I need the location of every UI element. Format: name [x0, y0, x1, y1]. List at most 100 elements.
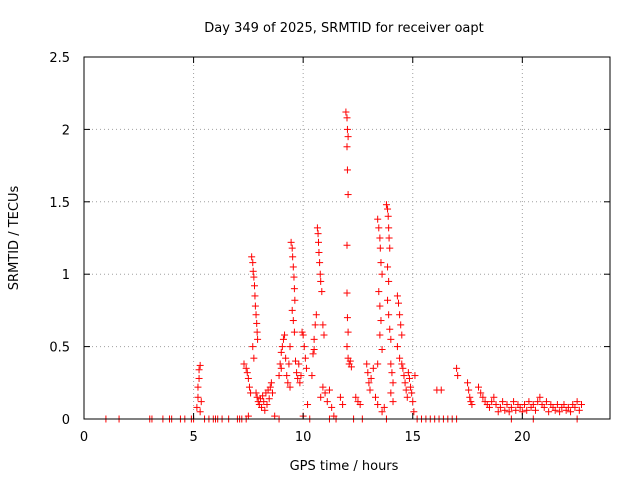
data-point: [505, 408, 513, 416]
data-point: [288, 306, 296, 314]
data-point: [309, 350, 317, 358]
data-point: [249, 343, 257, 351]
data-point: [387, 335, 395, 343]
data-point: [290, 273, 298, 281]
data-point: [396, 354, 404, 362]
data-point: [248, 253, 256, 261]
data-point: [378, 408, 386, 416]
data-point: [316, 259, 324, 267]
data-point: [300, 343, 308, 351]
data-point: [197, 398, 205, 406]
data-point: [404, 369, 412, 377]
data-point: [266, 383, 274, 391]
data-point: [384, 263, 392, 271]
data-point: [490, 393, 498, 401]
data-point: [244, 374, 252, 382]
data-point: [402, 386, 410, 394]
data-point: [454, 372, 462, 380]
data-point: [251, 292, 259, 300]
data-point: [294, 374, 302, 382]
data-point: [521, 401, 529, 409]
data-point: [278, 343, 286, 351]
data-point: [293, 369, 301, 377]
data-point: [317, 277, 325, 285]
data-point: [553, 401, 561, 409]
data-point: [318, 288, 326, 296]
grid: [84, 57, 610, 419]
data-point: [376, 234, 384, 242]
x-tick-label: 10: [295, 430, 312, 445]
data-point: [393, 292, 401, 300]
data-point: [407, 383, 415, 391]
data-point: [467, 398, 475, 406]
data-point: [403, 393, 411, 401]
data-point: [282, 354, 290, 362]
data-point: [304, 401, 312, 409]
data-point: [564, 403, 572, 411]
y-tick-label: 0.5: [49, 341, 70, 356]
data-point: [290, 285, 298, 293]
data-point: [286, 383, 294, 391]
data-point: [377, 259, 385, 267]
data-point: [290, 328, 298, 336]
data-point: [346, 357, 354, 365]
data-point: [494, 408, 502, 416]
data-point: [296, 379, 304, 387]
data-point: [377, 317, 385, 325]
data-point: [249, 267, 257, 275]
data-point: [285, 360, 293, 368]
plot-frame: [83, 56, 611, 420]
data-point: [196, 408, 204, 416]
data-point: [299, 331, 307, 339]
data-point: [573, 398, 581, 406]
chart-title: Day 349 of 2025, SRMTID for receiver oap…: [204, 21, 483, 36]
data-point: [385, 224, 393, 232]
data-point: [302, 364, 310, 372]
data-point: [375, 224, 383, 232]
data-point: [389, 379, 397, 387]
data-point: [251, 302, 259, 310]
data-point: [503, 401, 511, 409]
data-point: [567, 408, 575, 416]
y-tick-label: 1: [62, 268, 70, 283]
data-point: [277, 348, 285, 356]
data-point: [396, 311, 404, 319]
data-point: [578, 401, 586, 409]
data-point: [297, 372, 305, 380]
data-point: [398, 360, 406, 368]
data-point: [560, 401, 568, 409]
data-point: [325, 386, 333, 394]
data-point: [399, 364, 407, 372]
data-point: [277, 364, 285, 372]
data-point: [289, 263, 297, 271]
data-point: [525, 398, 533, 406]
data-point: [376, 244, 384, 252]
data-point: [536, 393, 544, 401]
data-point: [516, 403, 524, 411]
data-point: [253, 393, 261, 401]
data-point: [343, 289, 351, 297]
data-point: [400, 372, 408, 380]
data-point: [321, 389, 329, 397]
data-point: [287, 238, 295, 246]
data-point: [286, 343, 294, 351]
data-point: [343, 143, 351, 151]
data-point: [575, 406, 583, 414]
data-point: [343, 343, 351, 351]
data-point: [378, 345, 386, 353]
data-point: [319, 321, 327, 329]
data-point: [479, 393, 487, 401]
data-point: [485, 403, 493, 411]
data-point: [382, 201, 390, 209]
data-point: [374, 401, 382, 409]
data-point: [405, 374, 413, 382]
data-point: [194, 393, 202, 401]
data-point: [193, 403, 201, 411]
data-point: [252, 389, 260, 397]
data-point: [253, 319, 261, 327]
data-point: [387, 360, 395, 368]
data-point: [251, 282, 259, 290]
x-axis-label: GPS time / hours: [290, 459, 399, 474]
data-point: [523, 406, 531, 414]
data-point: [250, 273, 258, 281]
